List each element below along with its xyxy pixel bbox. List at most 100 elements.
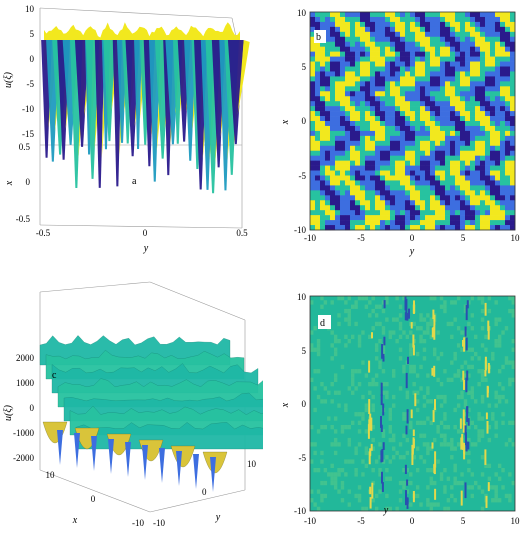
- panel-b-cell: [495, 101, 501, 107]
- panel-d-cell: [402, 468, 406, 473]
- panel-b-cell: [415, 26, 421, 33]
- panel-c-spike: [142, 445, 148, 480]
- panel-b-cell: [420, 135, 426, 142]
- panel-d-cell: [491, 356, 495, 361]
- panel-b-cell: [500, 220, 506, 226]
- panel-b-cell: [310, 160, 316, 166]
- panel-b-cell: [385, 130, 391, 137]
- panel-b-cell: [410, 71, 416, 77]
- panel-b-cell: [475, 220, 481, 226]
- panel-b-cell: [450, 200, 456, 206]
- panel-b-cell: [460, 76, 466, 82]
- panel-b-cell: [495, 225, 501, 231]
- panel-b-cell: [360, 220, 366, 226]
- panel-b-cell: [470, 121, 476, 127]
- panel-b-cell: [430, 101, 436, 107]
- panel-b-cell: [450, 36, 456, 43]
- panel-d-cell: [446, 442, 451, 447]
- panel-d-streak: [464, 482, 467, 499]
- panel-b-cell: [410, 51, 416, 57]
- panel-b-cell: [510, 91, 516, 97]
- panel-d-cell: [450, 442, 454, 447]
- panel-b-cell: [500, 21, 506, 28]
- panel-b-cell: [370, 190, 376, 196]
- panel-d-ylabel: x: [280, 402, 291, 408]
- panel-b-cell: [500, 210, 506, 216]
- panel-b-cell: [330, 66, 336, 72]
- panel-b-cell: [325, 51, 331, 57]
- panel-d-cell: [450, 300, 454, 305]
- panel-d-streak: [484, 449, 487, 465]
- panel-d-streak: [380, 394, 383, 406]
- panel-b-cell: [375, 91, 381, 97]
- panel-d-cell: [429, 399, 433, 404]
- panel-b-cell: [395, 21, 401, 28]
- panel-d-cell: [402, 369, 406, 374]
- panel-d-cell: [316, 506, 321, 511]
- panel-d-cell: [378, 321, 382, 327]
- panel-b-cell: [350, 121, 356, 127]
- panel-b-cell: [475, 26, 481, 33]
- panel-b-cell: [390, 16, 396, 23]
- panel-d-cell: [497, 463, 502, 468]
- panel-b-cell: [310, 86, 316, 92]
- panel-b-cell: [480, 76, 486, 82]
- panel-b-cell: [365, 91, 371, 97]
- panel-d-cell: [310, 489, 314, 494]
- panel-b-cell: [315, 61, 321, 67]
- panel-b-cell: [340, 165, 346, 171]
- panel-b-cell: [385, 190, 391, 196]
- panel-b-cell: [340, 205, 346, 211]
- panel-b-cell: [420, 140, 426, 147]
- panel-c-z-ticks: 2000 1000 0 -1000 -2000: [13, 353, 35, 463]
- panel-b-cell: [480, 86, 486, 92]
- panel-b-cell: [375, 96, 381, 102]
- panel-d-cell: [340, 296, 345, 301]
- panel-d-cell: [392, 369, 396, 374]
- panel-b-cell: [360, 116, 366, 122]
- panel-b-cell: [455, 46, 461, 52]
- panel-b-cell: [465, 175, 471, 181]
- panel-b-cell: [310, 140, 316, 147]
- panel-b-cell: [420, 125, 426, 132]
- panel-b-cell: [315, 190, 321, 196]
- panel-b-cell: [345, 160, 351, 166]
- panel-b-cell: [510, 101, 516, 107]
- panel-b-cell: [410, 140, 416, 147]
- panel-b-cell: [345, 81, 351, 87]
- panel-b-cell: [480, 31, 486, 38]
- panel-b-cell: [340, 170, 346, 176]
- panel-b-cell: [360, 170, 366, 176]
- panel-b-cell: [325, 145, 331, 152]
- panel-b-cell: [435, 61, 441, 67]
- panel-b-cell: [390, 61, 396, 67]
- panel-b-cell: [435, 12, 441, 18]
- panel-b-cell: [330, 155, 336, 161]
- panel-d-cell: [330, 442, 334, 447]
- panel-d-streak: [433, 365, 436, 377]
- panel-d-streak: [466, 406, 469, 423]
- panel-b-cell: [425, 101, 431, 107]
- panel-d-cell: [392, 394, 396, 400]
- panel-d-cell: [320, 425, 324, 430]
- panel-d-cell: [337, 296, 341, 301]
- panel-d-cell: [330, 356, 334, 361]
- panel-b-cell: [330, 21, 336, 28]
- panel-d-streak: [433, 314, 436, 326]
- panel-d-cell: [333, 485, 338, 490]
- panel-b-cell: [510, 12, 516, 18]
- panel-b-cell: [400, 175, 406, 181]
- panel-b-y-tick: 0: [302, 116, 307, 126]
- panel-d-cell: [456, 296, 461, 301]
- panel-b-cell: [460, 125, 466, 132]
- panel-b-cell: [380, 190, 386, 196]
- panel-a-spike: [94, 40, 105, 188]
- panel-b-cell: [465, 51, 471, 57]
- panel-b-cell: [465, 56, 471, 62]
- panel-b-cell: [475, 81, 481, 87]
- panel-d-cell: [347, 442, 351, 447]
- panel-b-cell: [470, 76, 476, 82]
- panel-d-streak: [460, 490, 463, 506]
- panel-b-cell: [460, 12, 466, 18]
- panel-b-cell: [320, 170, 326, 176]
